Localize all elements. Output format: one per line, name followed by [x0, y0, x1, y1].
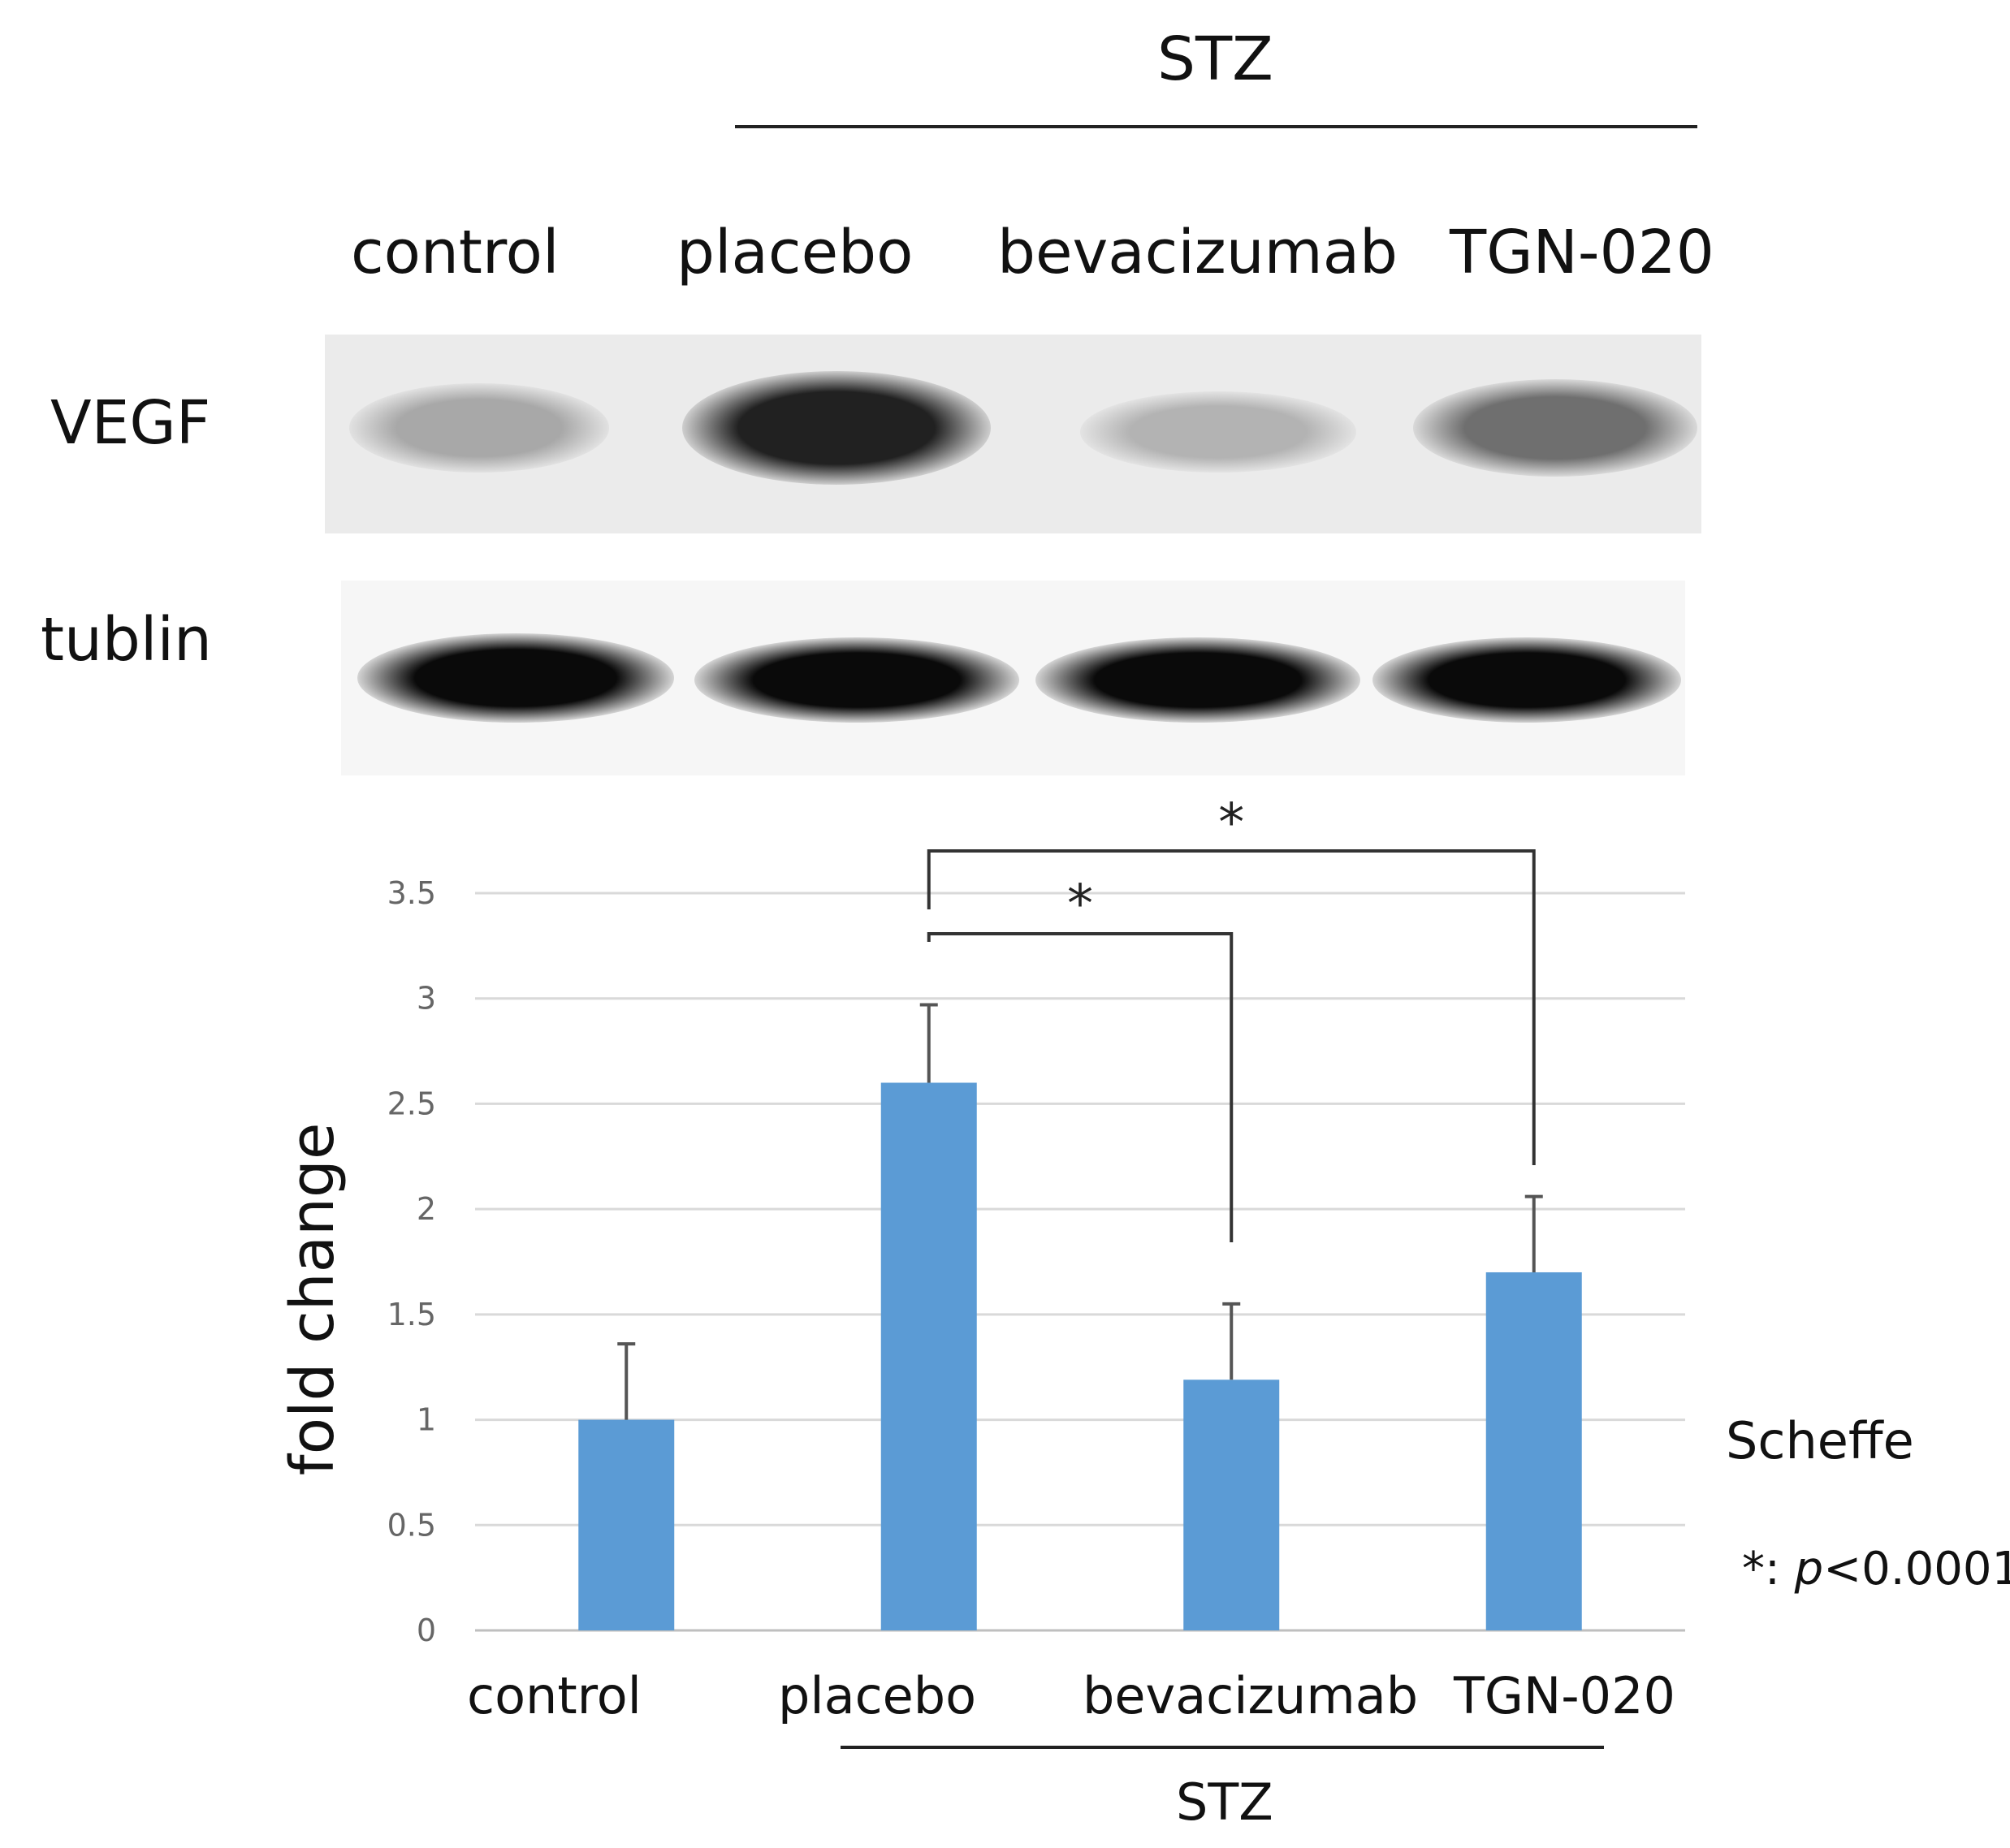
tublin-band-control — [357, 633, 674, 723]
y-axis-label: fold change — [278, 1122, 348, 1476]
p-value-note: *: p<0.0001 — [1742, 1543, 2010, 1595]
y-tick-label: 2 — [417, 1191, 436, 1227]
lane-label-placebo: placebo — [676, 218, 914, 287]
vegf-band-bevacizumab — [1080, 391, 1356, 473]
y-tick-label: 0 — [417, 1613, 436, 1648]
vegf-blot — [325, 335, 1701, 533]
x-label-tgn020: TGN-020 — [1454, 1666, 1676, 1725]
y-tick-label: 1 — [417, 1402, 436, 1438]
vegf-band-tgn020 — [1413, 379, 1697, 477]
significance-bracket — [927, 849, 1536, 1165]
stz-line-top — [735, 125, 1697, 128]
lane-label-control: control — [351, 218, 560, 287]
row-label-vegf: VEGF — [50, 388, 211, 458]
x-label-bevacizumab: bevacizumab — [1083, 1666, 1419, 1725]
x-label-placebo: placebo — [778, 1666, 977, 1725]
significance-star: * — [1218, 793, 1244, 853]
vegf-band-placebo — [682, 371, 991, 485]
y-tick-label: 2.5 — [387, 1086, 436, 1121]
lane-label-tgn020: TGN-020 — [1450, 218, 1714, 287]
tublin-blot — [341, 581, 1685, 775]
significance-bracket — [927, 932, 1234, 1242]
y-tick-label: 3.5 — [387, 875, 436, 911]
bar — [880, 1082, 977, 1630]
y-tick-label: 3 — [417, 981, 436, 1017]
stz-line-bottom — [841, 1746, 1604, 1749]
p-note-var: p — [1794, 1543, 1824, 1595]
stz-label-bottom: STZ — [1176, 1772, 1273, 1832]
row-label-tublin: tublin — [41, 605, 212, 675]
tublin-band-tgn020 — [1372, 637, 1681, 723]
tublin-band-placebo — [694, 637, 1019, 723]
y-tick-label: 1.5 — [387, 1297, 436, 1332]
bar — [1183, 1380, 1280, 1630]
bar — [1485, 1272, 1582, 1630]
bar — [578, 1419, 675, 1630]
lane-label-bevacizumab: bevacizumab — [997, 218, 1398, 287]
test-name: Scheffe — [1726, 1411, 1914, 1470]
significance-star: * — [1067, 874, 1093, 935]
x-label-control: control — [467, 1666, 642, 1725]
tublin-band-bevacizumab — [1035, 637, 1360, 723]
vegf-band-control — [349, 383, 609, 473]
p-note-symbol: * — [1742, 1543, 1765, 1595]
y-tick-label: 0.5 — [387, 1507, 436, 1543]
p-note-value: <0.0001 — [1823, 1543, 2010, 1595]
p-note-sep: : — [1765, 1543, 1795, 1595]
stz-label-top: STZ — [1157, 24, 1273, 94]
